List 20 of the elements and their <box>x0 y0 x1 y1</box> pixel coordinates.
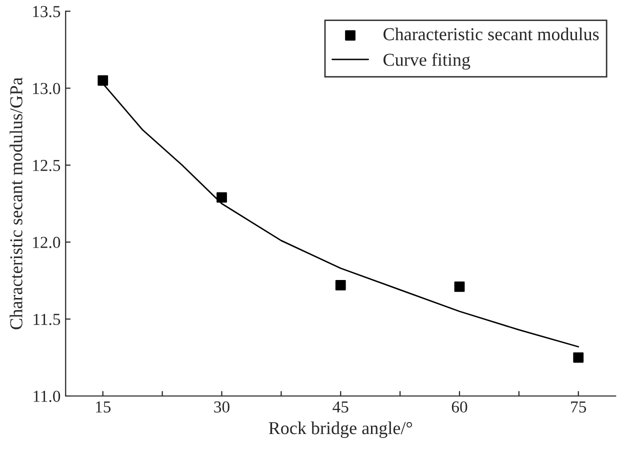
x-tick-label: 45 <box>332 401 348 413</box>
y-axis-title: Characteristic secant modulus/GPa <box>10 78 22 330</box>
point <box>98 75 108 86</box>
x-tick-label: 75 <box>571 402 586 413</box>
y-tick-label: 11.5 <box>34 314 60 326</box>
x-axis-title: Rock bridge angle/° <box>268 422 412 438</box>
x-tick-label: 15 <box>96 401 111 413</box>
point <box>335 280 346 290</box>
y-tick-label: 12.0 <box>33 236 60 248</box>
point <box>454 282 465 292</box>
y-tick-label: 13.0 <box>33 82 60 94</box>
y-tick-label: 13.5 <box>33 6 60 18</box>
legend-label: Characteristic secant modulus <box>384 28 599 40</box>
x-tick-label: 60 <box>452 401 468 413</box>
x-tick-label: 30 <box>214 401 230 413</box>
point <box>573 352 584 363</box>
point <box>216 192 227 203</box>
y-tick-label: 12.5 <box>33 160 60 172</box>
legend-label: Curve fiting <box>384 53 470 70</box>
y-tick-label: 11.0 <box>34 390 60 402</box>
